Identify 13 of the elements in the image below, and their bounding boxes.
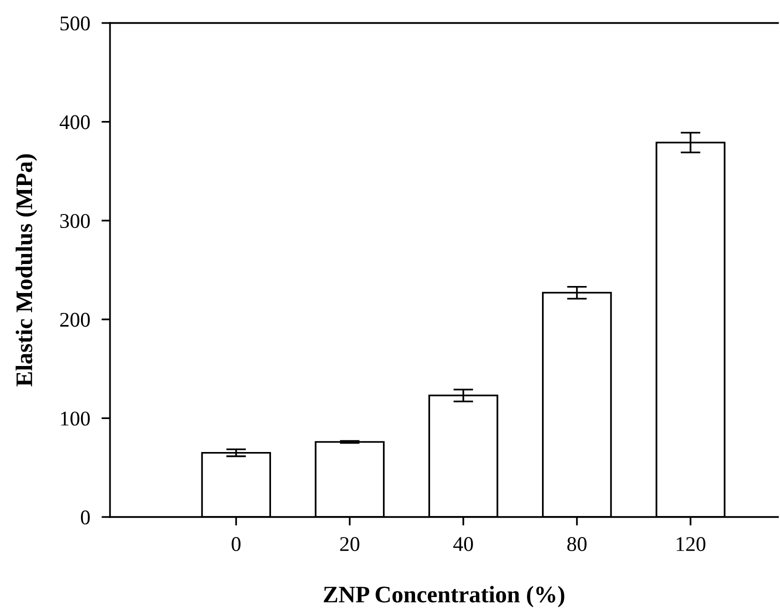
y-axis-title: Elastic Modulus (MPa) bbox=[16, 154, 38, 386]
y-tick-label: 400 bbox=[60, 115, 90, 130]
y-tick-label: 500 bbox=[60, 16, 90, 30]
x-tick-label: 120 bbox=[676, 537, 706, 552]
x-tick-label: 20 bbox=[340, 537, 360, 552]
x-tick-label: 80 bbox=[567, 537, 587, 552]
x-axis-title: ZNP Concentration (%) bbox=[324, 586, 564, 608]
y-tick-label: 100 bbox=[61, 412, 90, 426]
y-tick-label: 200 bbox=[60, 312, 90, 327]
x-tick-label: 40 bbox=[453, 537, 473, 552]
y-tick-label: 0 bbox=[80, 510, 90, 524]
x-tick-label: 0 bbox=[232, 537, 241, 552]
y-tick-label: 300 bbox=[60, 214, 90, 228]
